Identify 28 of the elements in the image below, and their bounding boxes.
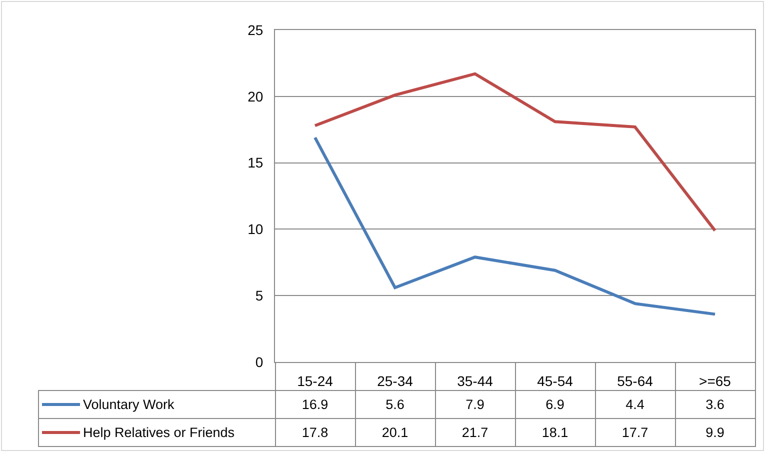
data-label: 9.9 [704, 424, 726, 442]
data-label: 4.4 [624, 396, 646, 414]
y-tick-label: 25 [248, 22, 264, 38]
x-tick-label: 55-64 [617, 372, 654, 389]
legend-label: Help Relatives or Friends [83, 424, 235, 440]
line-series [314, 72, 716, 232]
data-label: 20.1 [380, 424, 410, 442]
y-tick-label: 5 [255, 288, 264, 304]
data-label: 17.7 [620, 424, 650, 442]
data-label: 5.6 [384, 396, 406, 414]
data-label: 18.1 [540, 424, 570, 442]
data-label: 3.6 [704, 396, 726, 414]
data-label: 21.7 [460, 424, 490, 442]
y-tick-label: 20 [248, 88, 264, 104]
y-tick-label: 10 [248, 221, 264, 238]
x-tick-label: 25-34 [377, 372, 414, 389]
x-tick-label: >=65 [699, 372, 732, 389]
y-tick-label: 15 [248, 154, 264, 171]
data-label: 6.9 [544, 396, 566, 414]
data-label: 16.9 [300, 396, 330, 414]
y-tick-label: 0 [255, 354, 264, 370]
data-label: 7.9 [464, 396, 486, 414]
x-tick-label: 35-44 [457, 372, 494, 389]
x-tick-label: 45-54 [537, 372, 574, 389]
data-label: 17.8 [300, 424, 330, 442]
x-tick-label: 15-24 [297, 372, 334, 389]
legend-label: Voluntary Work [83, 396, 174, 412]
line-series [314, 136, 716, 316]
